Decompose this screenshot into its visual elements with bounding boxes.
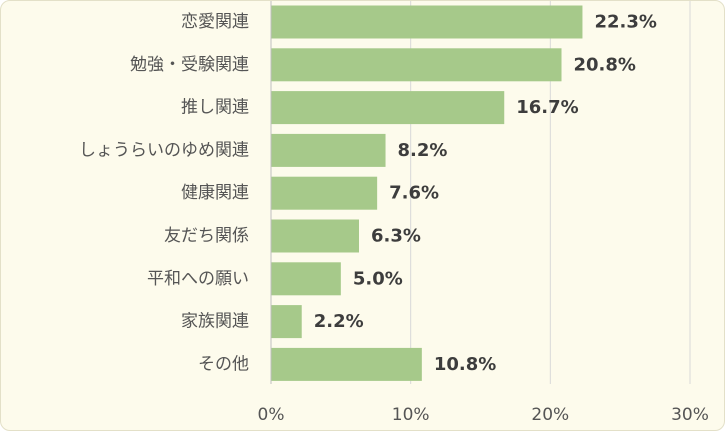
data-label: 6.3% <box>371 226 421 247</box>
category-label: 健康関連 <box>181 183 249 203</box>
category-label: 平和への願い <box>147 269 249 289</box>
data-label: 16.7% <box>516 97 578 118</box>
bar-4 <box>271 133 386 167</box>
bar-8 <box>271 305 302 339</box>
x-tick-label: 10% <box>392 405 430 425</box>
bar-3 <box>271 91 505 125</box>
category-label: 家族関連 <box>181 312 249 332</box>
data-label: 10.8% <box>434 354 496 375</box>
x-tick-label: 20% <box>531 405 569 425</box>
bar-5 <box>271 176 378 210</box>
category-label: 勉強・受験関連 <box>130 55 249 75</box>
bar-2 <box>271 48 562 82</box>
x-tick-label: 30% <box>671 405 709 425</box>
data-label: 22.3% <box>594 12 656 33</box>
category-label: 友だち関係 <box>164 226 249 246</box>
category-label: しょうらいのゆめ関連 <box>79 140 249 160</box>
bar-1 <box>271 5 583 39</box>
bar-6 <box>271 219 359 253</box>
bar-9 <box>271 347 422 381</box>
x-tick-label: 0% <box>258 405 285 425</box>
category-label: その他 <box>198 354 249 374</box>
data-label: 2.2% <box>314 311 364 332</box>
category-label: 推し関連 <box>181 98 249 118</box>
data-label: 8.2% <box>398 140 448 161</box>
data-label: 5.0% <box>353 268 403 289</box>
bar-7 <box>271 262 341 296</box>
category-label: 恋愛関連 <box>181 11 249 32</box>
data-label: 7.6% <box>389 183 439 204</box>
data-label: 20.8% <box>574 54 636 75</box>
